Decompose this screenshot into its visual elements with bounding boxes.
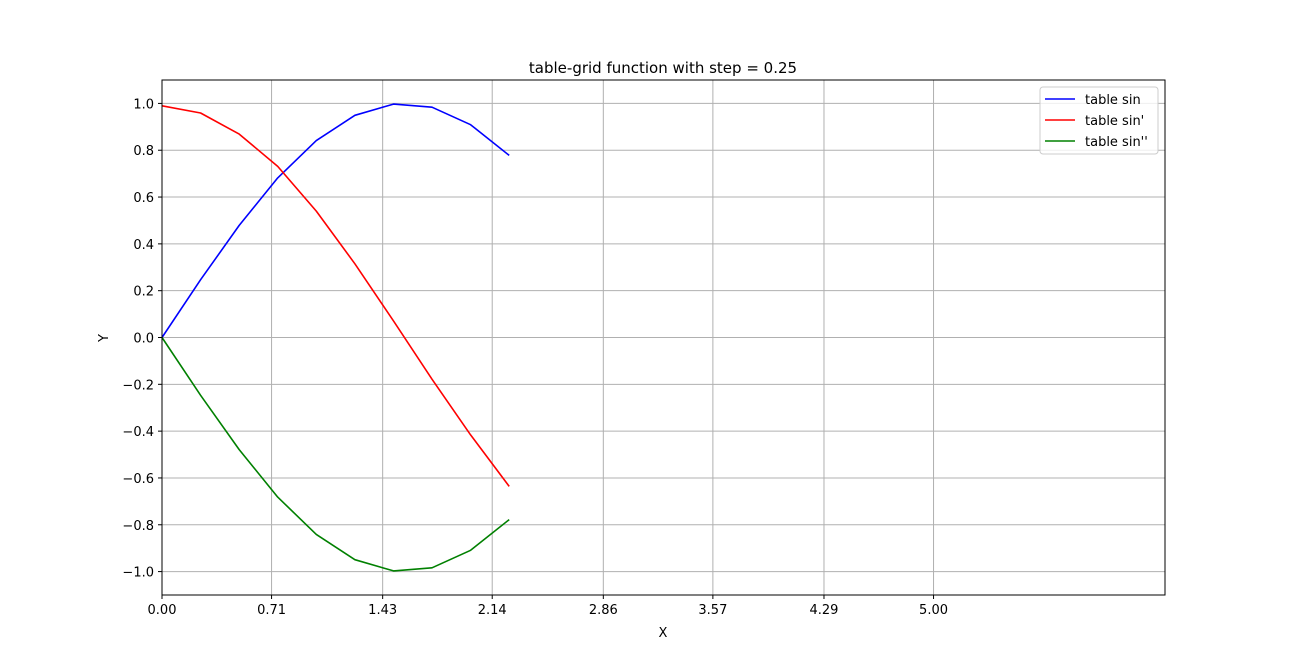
x-tick-label: 2.86: [589, 603, 618, 618]
y-tick-label: −0.4: [122, 425, 154, 440]
y-tick-label: −0.2: [122, 378, 154, 393]
y-tick-label: 0.6: [133, 191, 154, 206]
legend-box: [1039, 86, 1159, 155]
legend-label: table sin: [1085, 93, 1141, 108]
x-axis-ticks: 0.00 0.71 1.43 2.14 2.86 3.57 4.29 5.00: [148, 595, 948, 618]
legend: table sin table sin' table sin'': [1039, 86, 1159, 155]
legend-entries: table sin table sin' table sin'': [1045, 93, 1148, 150]
y-tick-label: 0.8: [133, 144, 154, 159]
series-line-2: [161, 337, 510, 572]
y-tick-label: −0.8: [122, 519, 154, 534]
y-tick-label: −1.0: [122, 566, 154, 581]
x-axis-label: X: [659, 626, 668, 641]
x-tick-label: 0.71: [257, 603, 286, 618]
y-tick-label: 0.4: [133, 238, 154, 253]
y-tick-label: 1.0: [133, 97, 154, 112]
series-line-1: [161, 105, 510, 487]
y-tick-label: −0.6: [122, 472, 154, 487]
x-tick-label: 1.43: [368, 603, 397, 618]
y-tick-label: 0.2: [133, 285, 154, 300]
y-axis-ticks: 1.0 0.8 0.6 0.4 0.2 0.0 −0.2 −0.4 −0.6 −0.8 −1.0: [122, 97, 162, 581]
series-line-0: [161, 103, 510, 338]
y-tick-label: 0.0: [133, 332, 154, 347]
series-lines: [161, 103, 510, 572]
legend-label: table sin': [1085, 114, 1144, 129]
grid: [161, 80, 1165, 595]
x-tick-label: 3.57: [698, 603, 727, 618]
legend-label: table sin'': [1085, 135, 1148, 150]
y-axis-label: Y: [97, 334, 112, 343]
x-tick-label: 2.14: [478, 603, 507, 618]
x-tick-label: 0.00: [148, 603, 177, 618]
chart-title: table-grid function with step = 0.25: [529, 59, 797, 77]
x-tick-label: 4.29: [810, 603, 839, 618]
x-tick-label: 5.00: [919, 603, 948, 618]
